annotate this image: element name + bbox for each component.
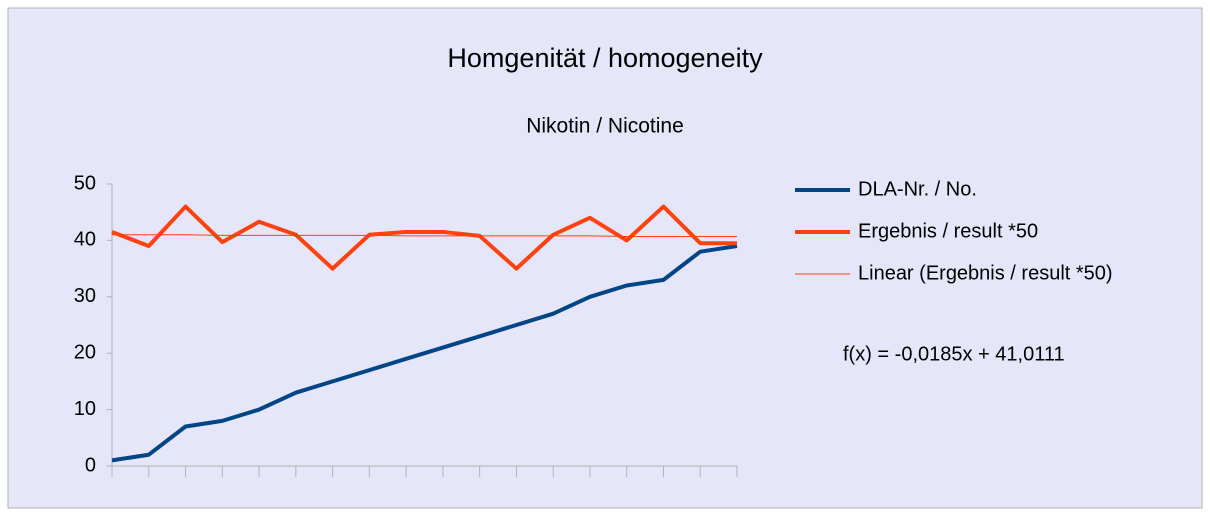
chart-title: Homgenität / homogeneity (447, 43, 763, 73)
legend-label: Linear (Ergebnis / result *50) (858, 262, 1113, 284)
y-tick-label: 40 (74, 229, 96, 251)
y-tick-label: 10 (74, 398, 96, 420)
series-line (111, 244, 738, 463)
chart-subtitle: Nikotin / Nicotine (526, 115, 684, 138)
y-tick-label: 0 (85, 454, 96, 476)
chart-background (7, 7, 1203, 509)
series-line (111, 204, 737, 271)
legend-label: DLA-Nr. / No. (858, 178, 977, 200)
legend-label: Ergebnis / result *50 (858, 220, 1038, 242)
y-tick-label: 20 (74, 341, 96, 363)
series-line (112, 234, 737, 237)
annotation: f(x) = -0,0185x + 41,0111 (843, 343, 1065, 365)
y-tick-label: 30 (74, 285, 96, 307)
y-tick-label: 50 (74, 172, 96, 194)
